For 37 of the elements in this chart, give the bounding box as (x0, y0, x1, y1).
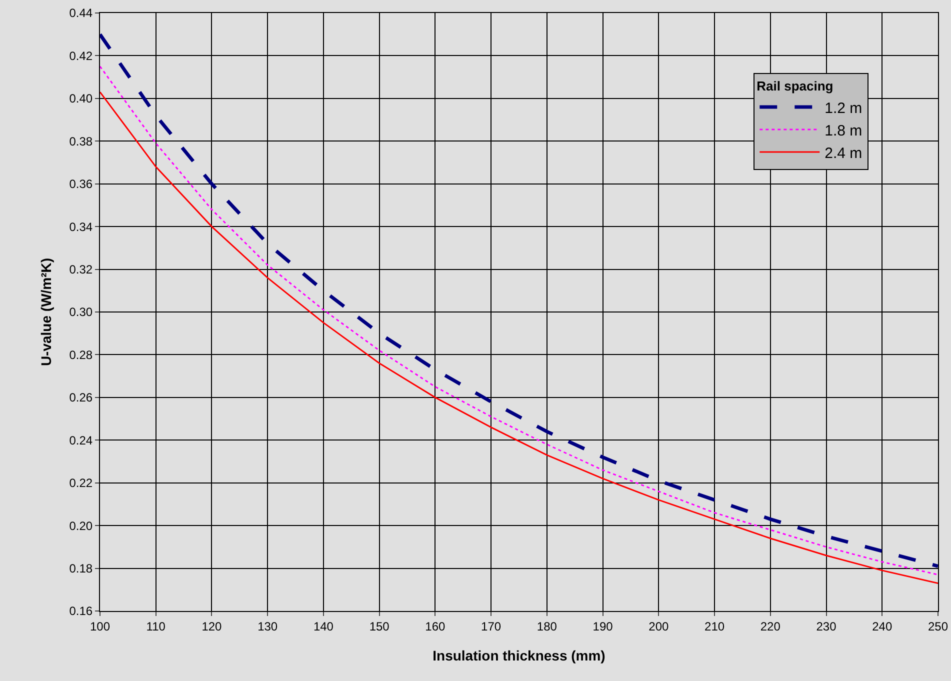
x-tick-label: 100 (90, 619, 110, 634)
x-tick-label: 130 (258, 619, 278, 634)
x-tick-label: 220 (760, 619, 781, 634)
y-tick-label: 0.36 (69, 177, 93, 192)
y-tick-label: 0.24 (69, 433, 93, 448)
y-tick-label: 0.18 (69, 561, 93, 576)
x-tick-label: 230 (816, 619, 837, 634)
y-axis-title: U-value (W/m²K) (38, 258, 54, 366)
x-tick-label: 240 (872, 619, 892, 634)
y-tick-label: 0.32 (69, 262, 93, 276)
legend-title: Rail spacing (756, 78, 834, 94)
x-tick-label: 140 (313, 619, 334, 634)
x-tick-label: 170 (481, 619, 502, 634)
y-tick-label: 0.44 (69, 6, 93, 20)
x-tick-label: 120 (202, 619, 222, 634)
x-tick-label: 210 (704, 619, 725, 634)
legend-label: 1.8 m (824, 122, 862, 140)
y-tick-label: 0.42 (69, 48, 93, 63)
y-tick-label: 0.16 (69, 604, 93, 618)
y-tick-label: 0.34 (69, 220, 93, 234)
y-tick-label: 0.28 (69, 348, 93, 362)
y-tick-label: 0.30 (69, 305, 93, 320)
y-tick-label: 0.26 (69, 390, 93, 405)
x-tick-label: 150 (369, 619, 390, 634)
x-tick-label: 110 (146, 619, 166, 634)
x-tick-label: 200 (648, 619, 669, 634)
y-tick-label: 0.38 (69, 134, 93, 148)
y-tick-label: 0.22 (69, 476, 93, 490)
x-tick-label: 180 (536, 619, 558, 634)
y-tick-label: 0.20 (69, 518, 93, 533)
x-tick-label: 190 (592, 619, 614, 634)
x-tick-label: 160 (425, 619, 446, 634)
legend-label: 2.4 m (824, 144, 862, 162)
legend-label: 1.2 m (824, 100, 862, 117)
x-tick-label: 250 (928, 619, 948, 634)
x-axis-title: Insulation thickness (mm) (432, 648, 606, 664)
y-tick-label: 0.40 (69, 92, 93, 106)
